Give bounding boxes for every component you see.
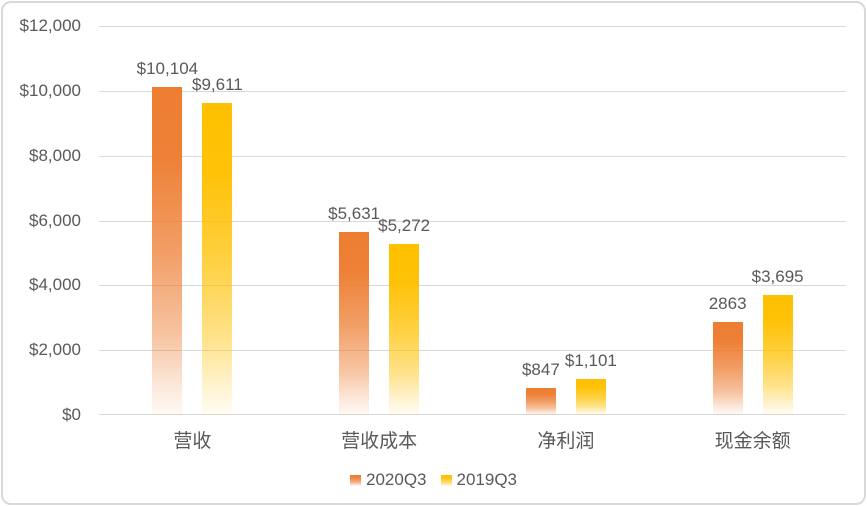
legend-item-2020Q3: 2020Q3 [350, 470, 427, 490]
y-axis-tick-label: $2,000 [29, 340, 81, 360]
y-axis-tick-label: $10,000 [19, 80, 81, 100]
y-axis-tick-label: $0 [62, 405, 81, 424]
data-label-2019Q3-现金余额: $3,695 [751, 267, 804, 287]
gridline [99, 350, 846, 351]
category-label: 现金余额 [714, 431, 791, 452]
legend-label: 2019Q3 [456, 470, 518, 489]
data-label-2020Q3-营收成本: $5,631 [328, 204, 381, 224]
legend-item-2019Q3: 2019Q3 [440, 470, 518, 490]
legend: 2020Q3 2019Q3 [3, 469, 864, 491]
y-axis-labels: $0 $2,000 $4,000 $6,000 $8,000 $10,000 $12,000 [3, 16, 81, 424]
legend-swatch [350, 474, 361, 486]
legend-label: 2020Q3 [366, 470, 427, 489]
plot-area: $10,104 $5,631 $847 2863 $9,611 $5,272 $1,101 $… [99, 26, 846, 415]
category-label: 营收成本 [341, 431, 418, 452]
bar-2019Q3-营收 [202, 103, 233, 415]
bar-2020Q3-营收 [152, 87, 183, 415]
bar-2020Q3-营收成本 [339, 232, 370, 415]
bar-2019Q3-营收成本 [389, 244, 420, 415]
y-axis-tick-label: $12,000 [19, 16, 81, 35]
category-label: 营收 [173, 431, 212, 452]
data-label-2020Q3-现金余额: 2863 [708, 294, 747, 314]
gridline [99, 285, 846, 286]
bar-2020Q3-净利润 [525, 388, 556, 415]
legend-swatch [440, 474, 452, 486]
data-label-2020Q3-净利润: $847 [521, 360, 560, 380]
data-label-2019Q3-营收: $9,611 [192, 75, 243, 95]
gridline [99, 91, 846, 92]
bar-2019Q3-净利润 [575, 379, 606, 415]
y-axis-tick-label: $6,000 [29, 210, 81, 230]
y-axis-tick-label: $8,000 [29, 145, 81, 165]
category-label: 净利润 [537, 431, 595, 452]
bar-2020Q3-现金余额 [712, 322, 743, 415]
data-label-2019Q3-营收成本: $5,272 [378, 216, 431, 236]
gridline [99, 221, 846, 222]
gridline [99, 26, 846, 27]
x-axis-labels: 营收 营收成本 净利润 现金余额 [99, 415, 846, 455]
y-axis-tick-label: $4,000 [29, 275, 81, 295]
data-label-2019Q3-净利润: $1,101 [564, 351, 617, 371]
x-axis-line [99, 414, 846, 415]
bar-2019Q3-现金余额 [762, 295, 793, 415]
data-label-2020Q3-营收: $10,104 [136, 59, 199, 79]
gridline [99, 156, 846, 157]
